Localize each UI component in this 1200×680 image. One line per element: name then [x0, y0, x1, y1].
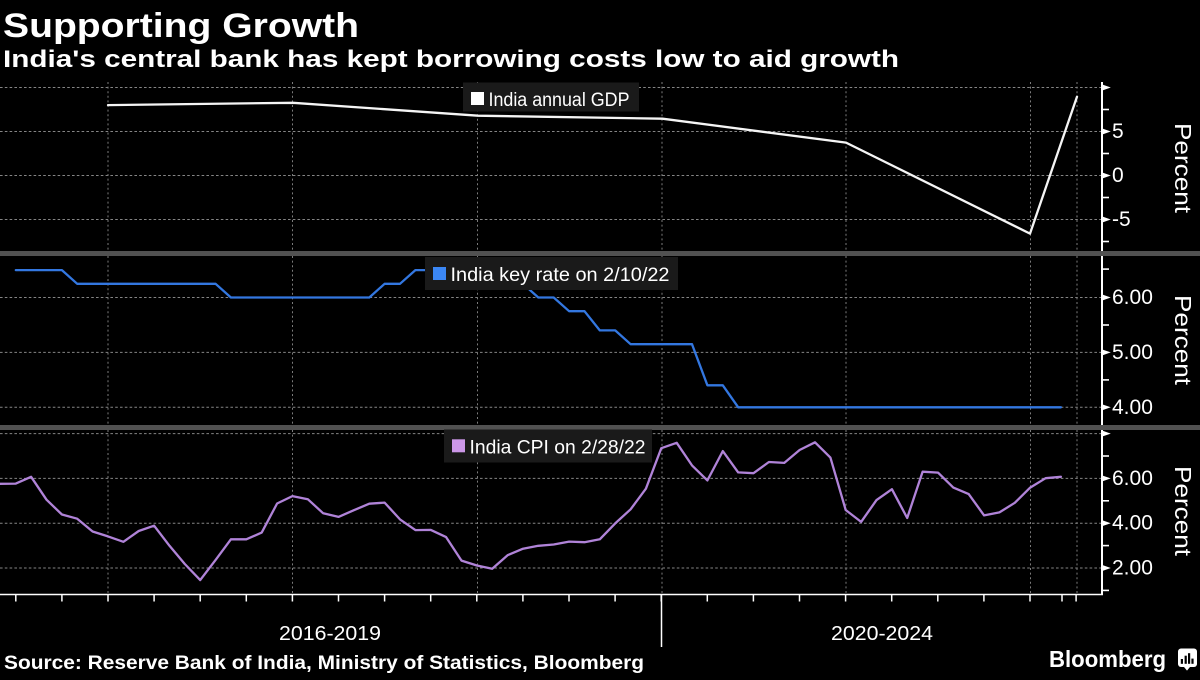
- svg-text:4.00: 4.00: [1112, 396, 1153, 419]
- svg-text:India's central bank has kept: India's central bank has kept borrowing …: [3, 46, 899, 73]
- svg-text:-5: -5: [1112, 208, 1131, 231]
- svg-text:India annual GDP: India annual GDP: [489, 90, 630, 111]
- svg-text:2016-2019: 2016-2019: [279, 622, 381, 645]
- svg-text:Supporting Growth: Supporting Growth: [3, 7, 359, 45]
- svg-text:0: 0: [1112, 164, 1124, 187]
- svg-text:4.00: 4.00: [1112, 512, 1153, 535]
- svg-text:2020-2024: 2020-2024: [831, 622, 933, 645]
- svg-text:India key rate on 2/10/22: India key rate on 2/10/22: [451, 265, 670, 286]
- svg-text:Bloomberg: Bloomberg: [1049, 646, 1166, 672]
- svg-text:5: 5: [1112, 120, 1124, 143]
- svg-text:6.00: 6.00: [1112, 286, 1153, 309]
- svg-text:Source: Reserve Bank of India,: Source: Reserve Bank of India, Ministry …: [4, 652, 644, 674]
- svg-text:Percent: Percent: [1170, 123, 1196, 214]
- svg-text:Percent: Percent: [1170, 466, 1196, 557]
- svg-text:Percent: Percent: [1170, 295, 1196, 386]
- svg-text:India CPI on 2/28/22: India CPI on 2/28/22: [470, 437, 646, 458]
- svg-text:6.00: 6.00: [1112, 467, 1153, 490]
- svg-text:5.00: 5.00: [1112, 341, 1153, 364]
- svg-text:2.00: 2.00: [1112, 557, 1153, 580]
